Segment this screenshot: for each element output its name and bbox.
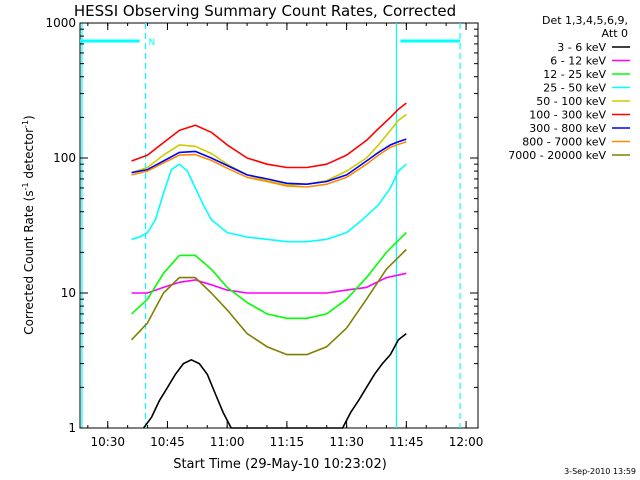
y-label-sup2: -1: [21, 120, 30, 128]
legend-label: 12 - 25 keV: [543, 68, 606, 81]
series-line-7: [131, 140, 407, 188]
y-label-part2: detector: [22, 128, 36, 183]
orbit-markers: N: [80, 23, 461, 428]
legend-label: 25 - 50 keV: [543, 82, 606, 95]
y-axis-label: Corrected Count Rate (s-1 detector-1): [21, 115, 36, 334]
legend-label: 300 - 800 keV: [529, 122, 606, 135]
y-label-part1: Corrected Count Rate (s: [22, 190, 36, 334]
x-axis: 10:30 10:45 11:00 11:15 11:30 11:45 12:00: [87, 23, 484, 449]
x-tick-label: 10:30: [90, 435, 125, 449]
legend-label: 6 - 12 keV: [550, 55, 606, 68]
x-tick-label: 11:00: [210, 435, 245, 449]
x-axis-label: Start Time (29-May-10 10:23:02): [173, 457, 387, 472]
series-line-8: [131, 248, 407, 356]
y-tick-label: 1: [68, 421, 76, 435]
y-tick-label: 10: [61, 286, 76, 300]
y-tick-label: 1000: [45, 16, 76, 30]
y-axis: 1 10 100 1000: [45, 16, 478, 435]
chart-title: HESSI Observing Summary Count Rates, Cor…: [74, 2, 456, 20]
legend-label: 7000 - 20000 keV: [508, 149, 606, 162]
series-layer: [131, 102, 407, 429]
y-tick-label: 100: [53, 151, 76, 165]
plot-frame: [79, 22, 479, 429]
x-tick-label: 12:00: [449, 435, 484, 449]
x-tick-label: 11:30: [329, 435, 364, 449]
x-tick-label: 10:45: [150, 435, 185, 449]
legend-label: 100 - 300 keV: [529, 109, 606, 122]
series-line-4: [131, 113, 407, 186]
x-tick-label: 11:45: [389, 435, 424, 449]
legend-label: 50 - 100 keV: [536, 95, 606, 108]
series-line-6: [131, 138, 407, 185]
series-line-2: [131, 232, 407, 320]
legend-header-line1: Det 1,3,4,5,6,9,: [542, 14, 628, 27]
x-tick-label: 11:15: [270, 435, 305, 449]
legend-header-line2: Att 0: [602, 27, 628, 40]
series-line-0: [142, 332, 407, 429]
plot-area: N 10:30 10:45 11:00 11:15 11:30 11:45 12:00 11…: [45, 16, 483, 449]
y-label-part3: ): [22, 115, 36, 120]
night-label: N: [149, 38, 156, 48]
y-label-sup1: -1: [21, 182, 30, 190]
legend-label: 3 - 6 keV: [557, 41, 606, 54]
timestamp: 3-Sep-2010 13:59: [564, 467, 636, 476]
legend-label: 800 - 7000 keV: [522, 136, 606, 149]
series-line-3: [131, 163, 407, 243]
series-line-5: [131, 102, 407, 169]
